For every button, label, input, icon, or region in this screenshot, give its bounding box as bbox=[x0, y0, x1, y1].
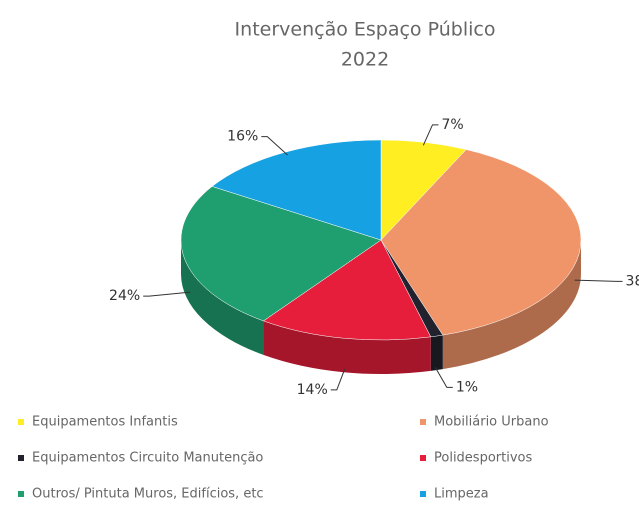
chart-title: Intervenção Espaço Público bbox=[235, 19, 496, 41]
slice-side bbox=[263, 320, 431, 374]
slice-side bbox=[442, 240, 581, 370]
legend-swatch bbox=[420, 491, 426, 497]
data-label: 7% bbox=[441, 117, 463, 133]
legend-swatch bbox=[420, 419, 426, 425]
legend-label: Polidesportivos bbox=[434, 451, 532, 466]
legend-swatch bbox=[18, 419, 24, 425]
leader-line bbox=[261, 136, 288, 156]
slice bbox=[180, 186, 382, 322]
legend-label: Limpeza bbox=[434, 487, 489, 502]
data-label: 1% bbox=[456, 379, 478, 395]
legend-label: Mobiliário Urbano bbox=[434, 415, 549, 430]
legend-swatch bbox=[420, 455, 426, 461]
slice bbox=[380, 149, 582, 336]
data-label: 14% bbox=[297, 382, 328, 398]
data-label: 24% bbox=[109, 288, 140, 304]
slice-side bbox=[181, 240, 264, 355]
data-label: 16% bbox=[227, 129, 258, 145]
legend-label: Outros/ Pintuta Muros, Edifícios, etc bbox=[32, 487, 264, 502]
legend-label: Equipamentos Infantis bbox=[32, 415, 178, 430]
leader-line bbox=[574, 279, 623, 282]
chart-subtitle: 2022 bbox=[341, 49, 389, 71]
legend-swatch bbox=[18, 455, 24, 461]
leader-line bbox=[330, 369, 346, 391]
data-label: 38% bbox=[626, 273, 639, 289]
leader-line bbox=[422, 124, 439, 146]
legend-label: Equipamentos Circuito Manutenção bbox=[32, 451, 263, 466]
slice bbox=[262, 239, 432, 341]
leader-line bbox=[434, 366, 453, 388]
slice-side bbox=[430, 335, 443, 371]
legend-swatch bbox=[18, 491, 24, 497]
leader-line bbox=[143, 291, 191, 297]
